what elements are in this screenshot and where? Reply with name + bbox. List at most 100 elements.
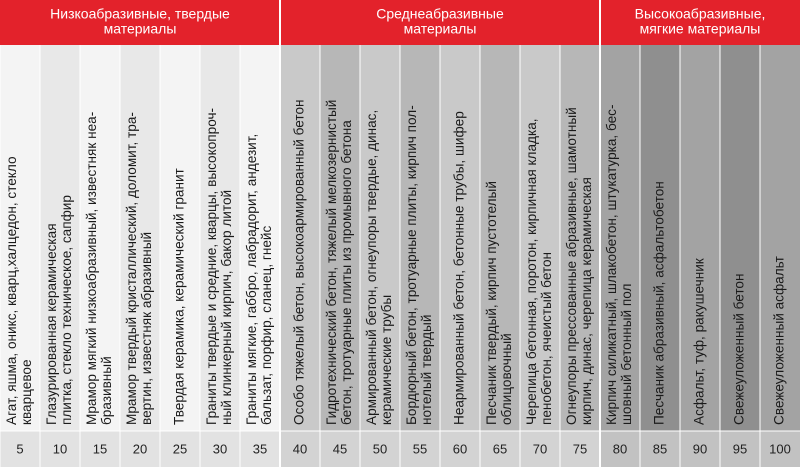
- number-cell: [560, 431, 600, 467]
- abrasiveness-value: 5: [16, 441, 23, 456]
- material-text: Агат, яшма, оникс, кварц,халцедон, стекл…: [4, 156, 19, 425]
- abrasiveness-value: 35: [253, 441, 267, 456]
- material-text: облицовочный: [499, 333, 514, 425]
- group-title: материалы: [104, 21, 177, 37]
- group-header: [0, 0, 280, 45]
- number-cell: [40, 431, 80, 467]
- column-cell: [280, 45, 320, 431]
- material-text: Твердая керамика, керамический гранит: [172, 168, 187, 425]
- number-cell: [680, 431, 720, 467]
- number-cell: [160, 431, 200, 467]
- abrasiveness-value: 85: [653, 441, 667, 456]
- number-cell: [360, 431, 400, 467]
- material-text: ный клинкерный кирпич, бакор литой: [219, 190, 234, 425]
- column-cell: [0, 45, 40, 431]
- column-cell: [120, 45, 160, 431]
- abrasiveness-value: 70: [533, 441, 547, 456]
- material-text: кирпич, динас, черепица керамическая: [579, 177, 594, 425]
- material-text: Бордюрный бетон, тротуарные плиты, кирпи…: [404, 105, 419, 425]
- abrasiveness-value: 45: [333, 441, 347, 456]
- material-text: Кирпич силикатный, шлакобетон, штукатурк…: [604, 104, 619, 425]
- column-cell: [760, 45, 800, 431]
- column-cell: [600, 45, 640, 431]
- column-cell: [160, 45, 200, 431]
- material-text: Особо тяжелый бетон, высокоармированный …: [292, 99, 307, 425]
- material-text: Свежеуложенный асфальт: [772, 256, 787, 425]
- abrasiveness-value: 20: [133, 441, 147, 456]
- number-cell: [80, 431, 120, 467]
- column-cell: [400, 45, 440, 431]
- material-text: бальзат, порфир, сланец, гнейс: [259, 225, 274, 425]
- group-title: Низкоабразивные, твердые: [50, 6, 230, 22]
- material-text: Мрамор мягкий низкоабразивный, известняк…: [84, 112, 99, 425]
- column-cell: [440, 45, 480, 431]
- abrasiveness-value: 25: [173, 441, 187, 456]
- material-text: Армированный бетон, огнеупоры твердые, д…: [364, 110, 379, 425]
- material-text: Песчаник твердый, кирпич пустотелый: [484, 181, 499, 425]
- material-text: Неармированный бетон, бетонные трубы, ши…: [452, 111, 467, 425]
- number-cell: [600, 431, 640, 467]
- column-cell: [480, 45, 520, 431]
- number-cell: [480, 431, 520, 467]
- group-header: [280, 0, 600, 45]
- group-title: Среднеабразивные: [376, 6, 504, 22]
- number-cell: [200, 431, 240, 467]
- column-cell: [520, 45, 560, 431]
- number-cell: [320, 431, 360, 467]
- number-cell: [640, 431, 680, 467]
- abrasiveness-value: 65: [493, 441, 507, 456]
- material-text: Песчаник абразивный, асфальтобетон: [652, 181, 667, 425]
- material-text: шовный бетонный пол: [619, 284, 634, 425]
- abrasiveness-value: 60: [453, 441, 467, 456]
- abrasiveness-value: 75: [573, 441, 587, 456]
- column-cell: [320, 45, 360, 431]
- group-title: Высокоабразивные,: [635, 6, 766, 22]
- abrasiveness-value: 40: [293, 441, 307, 456]
- abrasiveness-value: 15: [93, 441, 107, 456]
- material-text: нотелый твердый: [419, 315, 434, 425]
- column-cell: [640, 45, 680, 431]
- abrasiveness-value: 90: [693, 441, 707, 456]
- abrasiveness-value: 30: [213, 441, 227, 456]
- number-cell: [240, 431, 280, 467]
- material-text: плитка, стекло техническое, сапфир: [59, 195, 74, 425]
- column-cell: [680, 45, 720, 431]
- number-cell: [0, 431, 40, 467]
- number-cell: [400, 431, 440, 467]
- material-text: пенобетон, ячеистый бетон: [539, 252, 554, 425]
- material-text: Глазурированная керамическая: [44, 223, 59, 425]
- material-text: Граниты мягкие, габбро, лабрадорит, анде…: [244, 134, 259, 425]
- group-title: материалы: [404, 21, 477, 37]
- abrasiveness-value: 50: [373, 441, 387, 456]
- column-cell: [200, 45, 240, 431]
- group-title: мягкие материалы: [640, 21, 761, 37]
- material-text: керамические трубы: [379, 295, 394, 425]
- material-text: бетон, тротуарные плиты из промывного бе…: [339, 120, 354, 425]
- abrasiveness-value: 80: [613, 441, 627, 456]
- material-text: вертин, известняк абразивный: [139, 232, 154, 425]
- column-cell: [40, 45, 80, 431]
- material-text: Свежеуложенный бетон: [732, 274, 747, 425]
- number-cell: [760, 431, 800, 467]
- number-cell: [120, 431, 160, 467]
- material-text: Мрамор твердый кристаллический, доломит,…: [124, 112, 139, 425]
- abrasiveness-value: 55: [413, 441, 427, 456]
- abrasiveness-value: 100: [769, 441, 791, 456]
- material-text: кварцевое: [19, 359, 34, 425]
- number-cell: [440, 431, 480, 467]
- material-text: бразивный: [99, 356, 114, 425]
- column-cell: [360, 45, 400, 431]
- number-cell: [520, 431, 560, 467]
- material-text: Асфальт, туф, ракушечник: [692, 257, 707, 425]
- group-header: [600, 0, 800, 45]
- number-cell: [720, 431, 760, 467]
- column-cell: [720, 45, 760, 431]
- column-cell: [560, 45, 600, 431]
- material-text: Граниты твердые и средние, кварцы, высок…: [204, 108, 219, 425]
- material-text: Черепица бетонная, поротон, кирпичная кл…: [524, 118, 539, 425]
- abrasiveness-value: 95: [733, 441, 747, 456]
- material-text: Огнеупоры прессованные абразивные, шамот…: [564, 107, 579, 425]
- number-cell: [280, 431, 320, 467]
- material-text: Гидротехнический бетон, тяжелый мелкозер…: [324, 100, 339, 425]
